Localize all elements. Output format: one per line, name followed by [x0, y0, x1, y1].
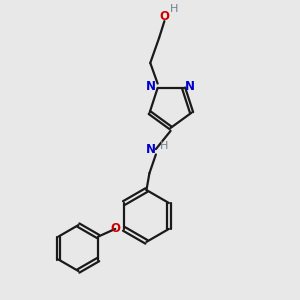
Text: N: N — [146, 80, 156, 93]
Text: O: O — [110, 222, 120, 236]
Text: H: H — [160, 141, 168, 151]
Text: H: H — [169, 4, 178, 14]
Text: O: O — [159, 10, 170, 22]
Text: N: N — [185, 80, 195, 93]
Text: N: N — [146, 142, 156, 156]
